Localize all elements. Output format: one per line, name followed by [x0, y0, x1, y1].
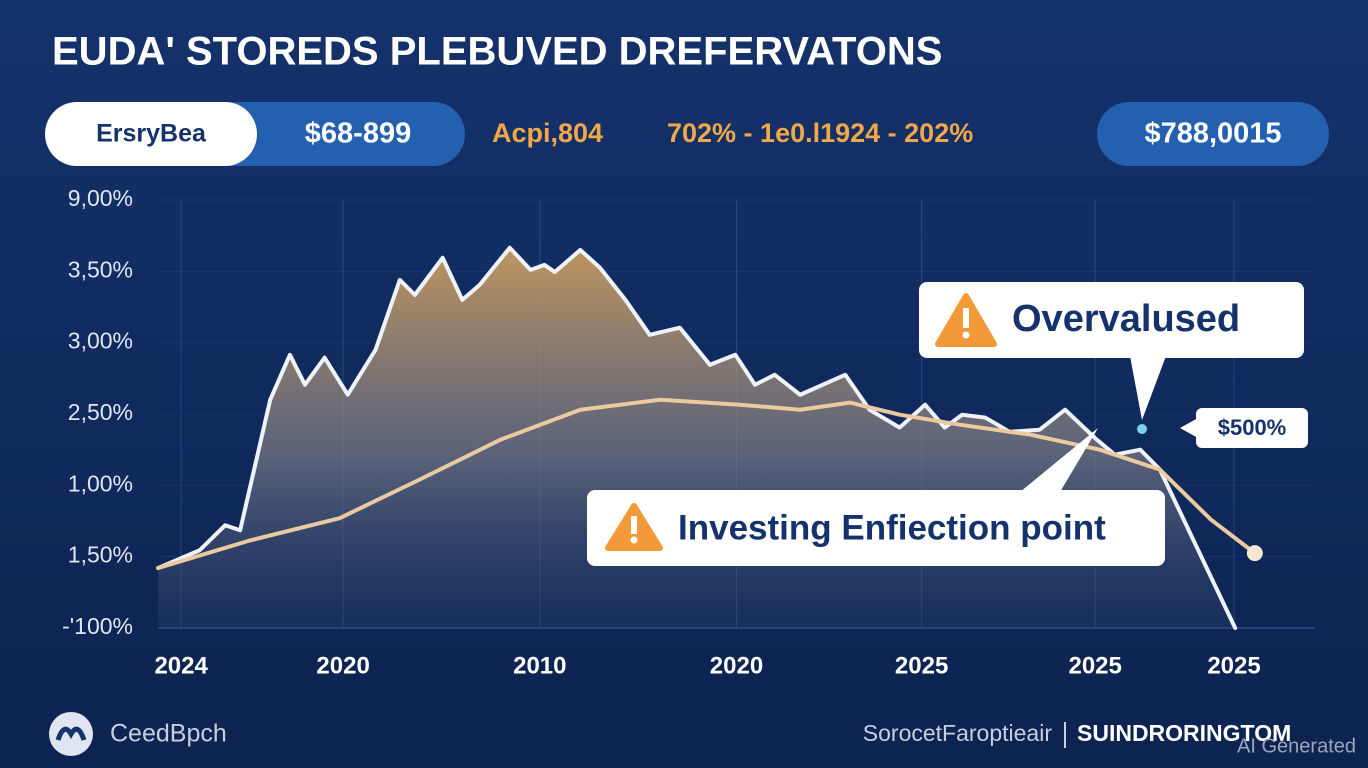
brand-logo-mark: [55, 726, 87, 741]
callout-pointer: [1180, 418, 1198, 438]
end-marker: [1246, 545, 1263, 562]
y-tick-label: 3,00%: [68, 328, 133, 354]
y-tick-label: 1,50%: [68, 542, 133, 568]
watermark: AI Generated: [1237, 735, 1356, 757]
stat: ErsryBea: [96, 120, 207, 148]
warning-mark: [630, 536, 638, 544]
stat: $68-899: [305, 118, 411, 150]
x-tick-label: 2020: [316, 652, 369, 679]
callout-pointer: [1020, 428, 1098, 492]
y-tick-label: 1,00%: [68, 470, 133, 496]
x-tick-label: 2010: [513, 652, 566, 679]
x-tick-label: 2025: [1068, 652, 1121, 679]
callout-box: [1196, 408, 1308, 448]
chart-title: EUDA' STOREDS PLEBUVED DREFERVATONS: [52, 30, 942, 74]
stat-pill: [1097, 102, 1329, 166]
annotation: Overvalused: [1012, 298, 1240, 340]
brand: CeedBpch: [110, 720, 227, 748]
annotation: Investing Enfiection point: [678, 508, 1106, 547]
warning-mark: [962, 331, 970, 339]
callout-box: [919, 282, 1304, 358]
y-tick-label: 3,50%: [68, 256, 133, 282]
x-tick-label: 2020: [710, 652, 763, 679]
callout-pointer: [1130, 356, 1166, 420]
x-tick-label: 2025: [895, 652, 948, 679]
stat-pill-left: [45, 102, 257, 166]
warning-mark: [963, 308, 969, 328]
marker: [1137, 424, 1147, 434]
source: SorocetFaroptieair: [863, 720, 1053, 746]
stat: $788,0015: [1144, 118, 1281, 150]
stat: Acpi,804: [492, 118, 603, 148]
stat: 702% - 1e0.l1924 - 202%: [667, 118, 973, 148]
y-tick-label: 9,00%: [68, 185, 133, 211]
line: [156, 397, 1257, 571]
x-tick-label: 2024: [154, 652, 208, 679]
y-tick-label: -'100%: [62, 613, 133, 639]
warning-mark: [631, 516, 637, 534]
publisher: SUINDRORINGTOM: [1077, 720, 1291, 746]
callout-box: [587, 490, 1165, 566]
y-tick-label: 2,50%: [68, 399, 133, 425]
x-tick-label: 2025: [1207, 652, 1260, 679]
annotation: $500%: [1218, 415, 1287, 440]
